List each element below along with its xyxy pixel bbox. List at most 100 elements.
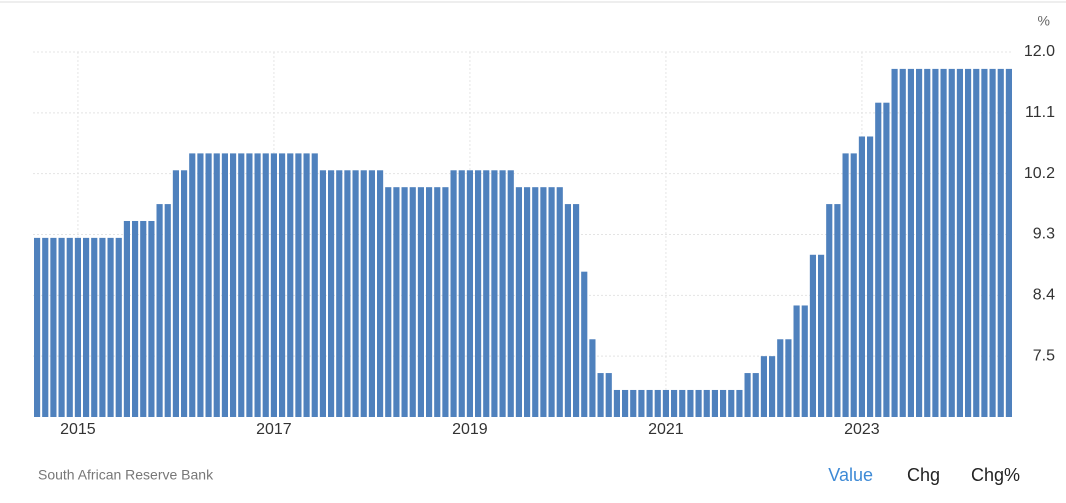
bar: [507, 170, 514, 417]
bar: [891, 68, 898, 418]
bar: [556, 187, 563, 417]
bar: [483, 170, 490, 417]
bar: [42, 237, 49, 417]
bar: [630, 389, 637, 417]
bar: [426, 187, 433, 417]
bar: [973, 68, 980, 418]
bar: [74, 237, 81, 417]
bar: [646, 389, 653, 417]
x-tick-label: 2019: [452, 421, 488, 438]
bar: [671, 389, 678, 417]
bar: [417, 187, 424, 417]
bar: [883, 102, 890, 417]
bar: [711, 389, 718, 417]
y-tick-label: 12.0: [1024, 43, 1055, 60]
bar: [875, 102, 882, 417]
bar: [466, 170, 473, 417]
bar: [368, 170, 375, 417]
bar: [58, 237, 65, 417]
bar: [181, 170, 188, 417]
bar: [458, 170, 465, 417]
bar: [867, 136, 874, 418]
y-tick-label: 10.2: [1024, 165, 1055, 182]
bar: [91, 237, 98, 417]
toggle-value[interactable]: Value: [828, 465, 873, 485]
bar: [548, 187, 555, 417]
bar: [197, 153, 204, 417]
bar: [499, 170, 506, 417]
bar: [842, 153, 849, 417]
y-tick-label: 11.1: [1025, 104, 1055, 121]
source: South African Reserve Bank: [38, 467, 214, 483]
bar: [752, 373, 759, 417]
x-tick-label: 2015: [60, 421, 96, 438]
bar: [613, 389, 620, 417]
bar: [532, 187, 539, 417]
bar: [916, 68, 923, 418]
bar: [115, 237, 122, 417]
bar: [662, 389, 669, 417]
bar: [442, 187, 449, 417]
bar: [279, 153, 286, 417]
bar: [50, 237, 57, 417]
bar: [262, 153, 269, 417]
bar: [858, 136, 865, 418]
bar: [948, 68, 955, 418]
bar: [377, 170, 384, 417]
bar: [270, 153, 277, 417]
bar: [140, 220, 147, 417]
bar: [564, 204, 571, 417]
bar: [597, 373, 604, 417]
bar: [777, 339, 784, 417]
bar: [148, 220, 155, 417]
bar: [1005, 68, 1012, 418]
bar: [573, 204, 580, 417]
bar: [515, 187, 522, 417]
bar: [360, 170, 367, 417]
bar: [720, 389, 727, 417]
bar: [401, 187, 408, 417]
bar: [638, 389, 645, 417]
bar: [981, 68, 988, 418]
bar: [287, 153, 294, 417]
bar: [654, 389, 661, 417]
bar: [899, 68, 906, 418]
bar: [164, 204, 171, 417]
bar: [172, 170, 179, 417]
bar: [409, 187, 416, 417]
bar: [66, 237, 73, 417]
bar: [605, 373, 612, 417]
bar: [336, 170, 343, 417]
bar: [834, 204, 841, 417]
y-tick-label: 9.3: [1033, 226, 1055, 243]
bar: [385, 187, 392, 417]
bar: [760, 356, 767, 417]
bar: [132, 220, 139, 417]
bar: [728, 389, 735, 417]
unit-label: %: [1038, 13, 1050, 29]
bar: [826, 204, 833, 417]
bar: [924, 68, 931, 418]
bar: [393, 187, 400, 417]
bar: [83, 237, 90, 417]
bar: [213, 153, 220, 417]
bar: [695, 389, 702, 417]
bar: [311, 153, 318, 417]
bar: [769, 356, 776, 417]
bar: [801, 305, 808, 417]
toggle-chg[interactable]: Chg: [907, 465, 940, 485]
bar: [328, 170, 335, 417]
y-tick-label: 8.4: [1033, 287, 1055, 304]
bar: [123, 220, 130, 417]
toggle-chg-pct[interactable]: Chg%: [971, 465, 1020, 485]
bar: [932, 68, 939, 418]
bar: [785, 339, 792, 417]
x-tick-label: 2021: [648, 421, 684, 438]
bar: [34, 237, 41, 417]
bar: [622, 389, 629, 417]
bar: [744, 373, 751, 417]
bar: [589, 339, 596, 417]
bar: [319, 170, 326, 417]
bar: [156, 204, 163, 417]
